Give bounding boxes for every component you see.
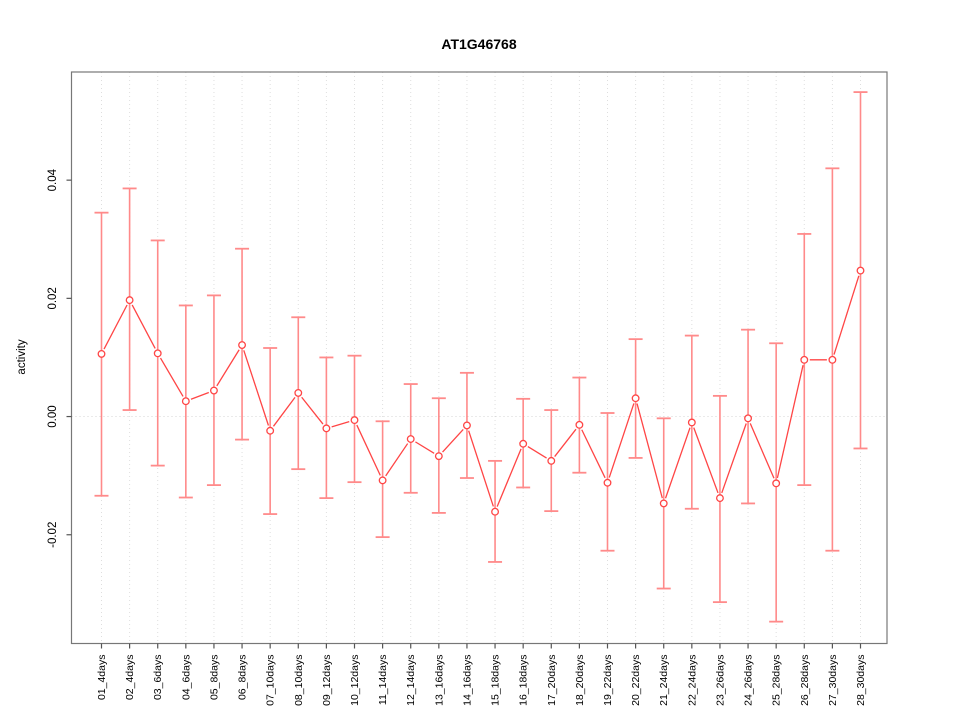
data-point <box>519 439 528 448</box>
y-tick-label: 0.02 <box>47 287 59 309</box>
series-segment <box>385 443 409 477</box>
data-point <box>659 499 668 508</box>
x-tick-label: 14_16days <box>461 655 473 706</box>
x-tick-label: 24_26days <box>743 655 755 706</box>
series-segment <box>272 396 296 427</box>
series-segment <box>159 357 184 397</box>
data-point <box>603 478 612 487</box>
data-point <box>322 424 331 433</box>
data-point <box>772 479 781 488</box>
gridlines-layer <box>71 72 887 644</box>
data-point <box>462 421 471 430</box>
data-point <box>800 355 809 364</box>
data-point <box>744 414 753 423</box>
x-tick-label: 11_14days <box>377 655 389 706</box>
x-tick-label: 16_18days <box>518 655 530 706</box>
x-tick-label: 06_8days <box>237 655 249 701</box>
series-segment <box>468 430 494 507</box>
data-point <box>491 507 500 516</box>
x-tick-label: 20_22days <box>630 655 642 706</box>
x-tick-label: 09_12days <box>321 655 333 706</box>
data-point <box>687 418 696 427</box>
data-point <box>125 296 134 305</box>
data-point <box>181 397 190 406</box>
series-segment <box>636 403 663 499</box>
series-segment <box>301 396 324 425</box>
data-point <box>238 341 247 349</box>
series-segment <box>415 441 435 454</box>
x-tick-label: 01_4days <box>96 655 108 701</box>
series-segment <box>190 391 210 400</box>
series-segment <box>356 424 381 476</box>
axes-layer: -0.02 0.00 0.02 0.04 01_4days 02_4days 03_6day… <box>47 168 867 706</box>
data-point <box>294 388 303 397</box>
x-tick-label: 22_24days <box>686 655 698 706</box>
y-axis-label: activity <box>16 339 28 374</box>
x-tick-label: 19_22days <box>602 655 614 706</box>
x-tick-label: 23_26days <box>714 655 726 706</box>
x-tick-label: 05_8days <box>208 655 220 701</box>
data-point <box>631 394 640 403</box>
series-segment <box>527 446 547 459</box>
data-point <box>378 476 387 485</box>
series-segment <box>243 350 270 426</box>
series-segment <box>554 428 577 457</box>
data-point <box>434 452 443 461</box>
x-tick-label: 04_6days <box>180 655 192 701</box>
series-segment <box>608 403 635 478</box>
data-point <box>575 420 584 429</box>
series-segment <box>216 349 240 387</box>
series-segment <box>833 275 860 355</box>
y-tick-label: 0.00 <box>47 405 59 427</box>
data-point <box>715 494 724 503</box>
data-point <box>153 349 162 358</box>
x-tick-label: 12_14days <box>405 655 417 706</box>
x-tick-label: 13_16days <box>433 655 445 706</box>
series-segment <box>496 448 522 507</box>
x-tick-label: 18_20days <box>574 655 586 706</box>
x-tick-label: 03_6days <box>152 655 164 701</box>
series-segment <box>442 429 464 453</box>
x-tick-label: 27_30days <box>827 655 839 706</box>
plot-box <box>70 71 888 645</box>
series-segment <box>776 365 804 479</box>
data-point <box>266 426 275 435</box>
data-layer <box>94 91 868 623</box>
x-tick-label: 25_28days <box>771 655 783 706</box>
plot-box-layer <box>70 71 888 645</box>
data-point <box>828 355 837 364</box>
x-tick-label: 15_18days <box>490 655 502 706</box>
series-segment <box>721 423 747 494</box>
x-tick-label: 10_12days <box>349 655 361 706</box>
data-point <box>350 416 359 425</box>
data-point <box>856 266 865 275</box>
series-segment <box>664 427 691 499</box>
series-segment <box>693 427 719 494</box>
data-point <box>406 435 415 443</box>
x-tick-label: 26_28days <box>799 655 811 706</box>
data-point <box>547 456 556 465</box>
series-segment <box>331 421 350 428</box>
series-segment <box>131 304 156 349</box>
y-tick-label: 0.04 <box>47 168 59 191</box>
series-segment <box>103 304 128 350</box>
series-segment <box>749 423 775 479</box>
series-segment <box>581 429 606 479</box>
x-tick-label: 28_30days <box>855 655 867 706</box>
data-point <box>209 386 218 395</box>
x-tick-label: 02_4days <box>124 655 136 701</box>
y-tick-label: -0.02 <box>47 522 59 548</box>
x-tick-label: 17_20days <box>546 655 558 706</box>
x-tick-label: 07_10days <box>265 655 277 706</box>
x-tick-label: 21_24days <box>658 655 670 706</box>
x-tick-label: 08_10days <box>293 655 305 706</box>
data-point <box>97 349 106 358</box>
chart-title: AT1G46768 <box>441 36 516 52</box>
